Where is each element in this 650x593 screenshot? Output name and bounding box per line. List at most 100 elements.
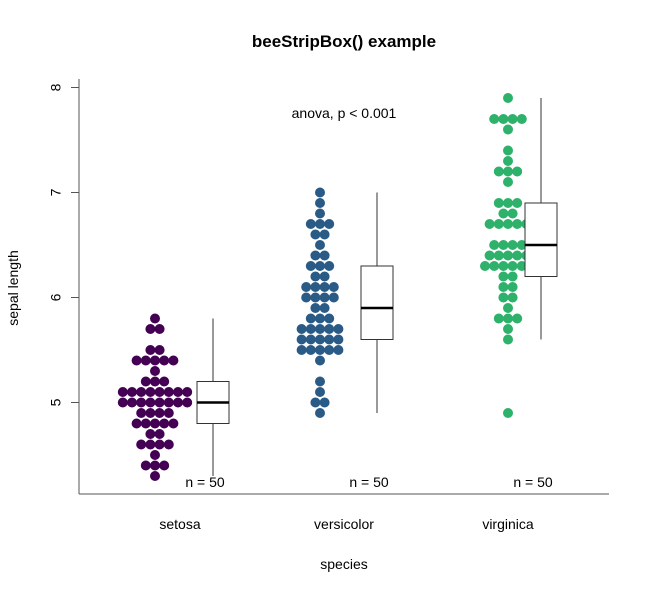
- data-point: [315, 324, 325, 334]
- data-point: [296, 324, 307, 334]
- data-point: [127, 387, 137, 397]
- groups-layer: n = 50 setosa n = 50 versicolor n = 50 virgin…: [117, 93, 558, 532]
- x-tick-label: versicolor: [314, 516, 374, 532]
- data-point: [503, 145, 513, 156]
- data-point: [484, 250, 495, 261]
- box-iqr: [360, 265, 394, 340]
- data-point: [305, 334, 316, 345]
- data-point: [154, 324, 165, 334]
- data-point: [150, 366, 160, 376]
- data-point: [159, 418, 170, 429]
- n-label: n = 50: [349, 474, 389, 490]
- data-point: [484, 219, 495, 229]
- data-point: [315, 208, 325, 219]
- data-point: [507, 114, 518, 124]
- data-point: [498, 282, 509, 292]
- data-point: [315, 261, 325, 271]
- data-point: [154, 397, 165, 408]
- group-virginica: n = 50 virginica: [480, 93, 558, 532]
- data-point: [489, 114, 500, 124]
- data-point: [333, 345, 344, 355]
- data-point: [150, 418, 160, 429]
- n-label: n = 50: [185, 474, 225, 490]
- data-point: [324, 261, 335, 271]
- y-tick-label: 5: [48, 398, 64, 406]
- data-point: [305, 345, 316, 355]
- data-point: [182, 387, 193, 397]
- data-point: [310, 303, 321, 313]
- data-point: [140, 376, 151, 387]
- data-point: [182, 397, 193, 408]
- data-point: [140, 460, 151, 471]
- data-point: [159, 355, 170, 366]
- data-point: [315, 198, 325, 208]
- data-point: [310, 271, 321, 282]
- data-point: [503, 313, 513, 324]
- data-point: [498, 240, 509, 250]
- data-point: [493, 198, 504, 208]
- data-point: [503, 303, 513, 313]
- data-point: [315, 240, 325, 250]
- data-point: [315, 345, 325, 355]
- data-point: [310, 282, 321, 292]
- data-point: [489, 240, 500, 250]
- data-point: [136, 408, 147, 418]
- x-tick-label: virginica: [482, 516, 534, 532]
- data-point: [301, 282, 312, 292]
- data-point: [140, 418, 151, 429]
- data-point: [150, 313, 160, 324]
- data-point: [163, 439, 174, 450]
- data-point: [498, 292, 509, 303]
- data-point: [512, 313, 523, 324]
- data-point: [480, 261, 490, 271]
- data-point: [154, 408, 165, 418]
- data-point: [507, 292, 518, 303]
- data-point: [150, 450, 160, 460]
- data-point: [131, 418, 142, 429]
- n-label: n = 50: [513, 474, 553, 490]
- data-point: [315, 355, 325, 366]
- data-point: [127, 397, 137, 408]
- data-point: [503, 177, 513, 187]
- data-point: [489, 261, 500, 271]
- data-point: [305, 261, 316, 271]
- data-point: [301, 292, 312, 303]
- data-point: [150, 376, 160, 387]
- y-ticks: 5 6 7 8: [48, 83, 79, 406]
- data-point: [173, 397, 183, 408]
- data-point: [168, 418, 179, 429]
- data-point: [512, 166, 523, 177]
- data-point: [319, 397, 330, 408]
- data-point: [503, 124, 513, 135]
- data-point: [117, 387, 128, 397]
- data-point: [328, 292, 339, 303]
- group-setosa: n = 50 setosa: [117, 313, 230, 532]
- data-point: [154, 345, 165, 355]
- data-point: [503, 93, 513, 103]
- data-point: [493, 219, 504, 229]
- data-point: [145, 387, 156, 397]
- data-point: [503, 334, 513, 345]
- data-point: [319, 250, 330, 261]
- data-point: [145, 429, 156, 439]
- data-point: [512, 198, 523, 208]
- group-versicolor: n = 50 versicolor: [296, 187, 394, 532]
- data-point: [315, 187, 325, 198]
- data-point: [145, 397, 156, 408]
- data-point: [503, 198, 513, 208]
- y-axis-label: sepal length: [5, 250, 21, 326]
- data-point: [315, 334, 325, 345]
- data-point: [324, 324, 335, 334]
- data-point: [503, 219, 513, 229]
- data-point: [163, 387, 174, 397]
- data-point: [163, 408, 174, 418]
- data-point: [328, 282, 339, 292]
- data-point: [503, 324, 513, 334]
- data-point: [493, 313, 504, 324]
- data-point: [150, 355, 160, 366]
- data-point: [507, 271, 518, 282]
- data-point: [315, 387, 325, 397]
- data-point: [498, 261, 509, 271]
- data-point: [324, 334, 335, 345]
- data-point: [503, 156, 513, 166]
